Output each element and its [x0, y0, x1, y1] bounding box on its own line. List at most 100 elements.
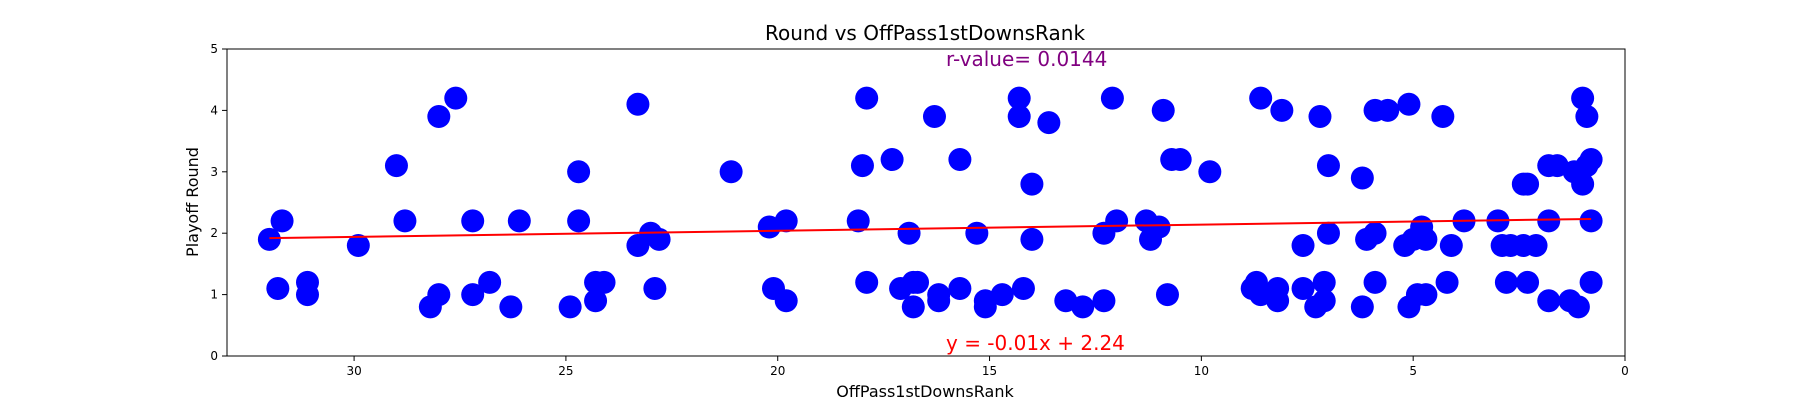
data-point	[1020, 172, 1044, 196]
data-point	[927, 289, 951, 313]
data-point	[1494, 270, 1518, 294]
y-tick-label: 2	[210, 226, 218, 240]
data-point	[1007, 86, 1031, 110]
data-point	[922, 105, 946, 129]
data-point	[1435, 270, 1459, 294]
data-point	[1571, 86, 1595, 110]
data-point	[897, 221, 921, 245]
data-point	[1579, 209, 1603, 233]
points-layer	[257, 86, 1603, 319]
data-point	[592, 270, 616, 294]
data-point	[461, 283, 485, 307]
data-point	[855, 86, 879, 110]
data-point	[1363, 221, 1387, 245]
data-point	[1312, 289, 1336, 313]
data-point	[1291, 233, 1315, 257]
data-point	[774, 289, 798, 313]
data-point	[1579, 270, 1603, 294]
data-point	[444, 86, 468, 110]
data-point	[1147, 215, 1171, 239]
data-point	[1105, 209, 1129, 233]
data-point	[1092, 289, 1116, 313]
data-point	[1316, 154, 1340, 178]
data-point	[626, 92, 650, 116]
data-point	[774, 209, 798, 233]
data-point	[1350, 295, 1374, 319]
data-point	[1566, 295, 1590, 319]
data-point	[1363, 270, 1387, 294]
x-tick-label: 25	[558, 364, 573, 378]
data-point	[1071, 295, 1095, 319]
x-tick-label: 10	[1194, 364, 1209, 378]
data-point	[1439, 233, 1463, 257]
x-tick-label: 15	[982, 364, 997, 378]
data-point	[1155, 283, 1179, 307]
data-point	[1376, 98, 1400, 122]
y-tick-label: 0	[210, 349, 218, 363]
regression-line	[269, 217, 1592, 240]
data-point	[846, 209, 870, 233]
chart-title: Round vs OffPass1stDownsRank	[765, 21, 1085, 45]
data-point	[719, 160, 743, 184]
data-point	[990, 283, 1014, 307]
data-point	[906, 270, 930, 294]
data-point	[1316, 221, 1340, 245]
data-point	[948, 276, 972, 300]
x-axis-ticks: 30 25 20 15 10 5 0	[346, 356, 1629, 378]
data-point	[567, 160, 591, 184]
data-point	[584, 289, 608, 313]
data-point	[1537, 289, 1561, 313]
data-point	[295, 283, 319, 307]
data-point	[1575, 105, 1599, 129]
data-point	[1350, 166, 1374, 190]
x-tick-label: 20	[770, 364, 785, 378]
data-point	[567, 209, 591, 233]
y-axis-ticks: 0 1 2 3 4 5	[210, 42, 227, 363]
data-point	[270, 209, 294, 233]
fit-layer	[269, 217, 1592, 240]
data-point	[1414, 227, 1438, 251]
data-point	[855, 270, 879, 294]
r-value-annotation: r-value= 0.0144	[946, 47, 1107, 71]
data-point	[1516, 172, 1540, 196]
data-point	[257, 227, 281, 251]
x-tick-label: 0	[1621, 364, 1629, 378]
data-point	[973, 295, 997, 319]
data-point	[1414, 283, 1438, 307]
data-point	[1168, 148, 1192, 172]
data-point	[384, 154, 408, 178]
data-point	[1007, 105, 1031, 129]
data-point	[901, 295, 925, 319]
x-axis-label: OffPass1stDownsRank	[836, 382, 1014, 400]
data-point	[461, 209, 485, 233]
data-point	[427, 105, 451, 129]
data-point	[1571, 172, 1595, 196]
data-point	[880, 148, 904, 172]
y-tick-label: 3	[210, 165, 218, 179]
data-point	[1291, 276, 1315, 300]
data-point	[965, 221, 989, 245]
data-point	[478, 270, 502, 294]
x-tick-label: 30	[346, 364, 361, 378]
fit-equation-annotation: y = -0.01x + 2.24	[946, 331, 1125, 355]
y-tick-label: 1	[210, 288, 218, 302]
y-axis-label: Playoff Round	[183, 147, 202, 257]
plot-frame	[226, 48, 1626, 357]
data-point	[647, 227, 671, 251]
data-point	[1524, 233, 1548, 257]
data-point	[1516, 270, 1540, 294]
data-point	[558, 295, 582, 319]
data-point	[1198, 160, 1222, 184]
data-point	[499, 295, 523, 319]
data-point	[393, 209, 417, 233]
data-point	[1266, 289, 1290, 313]
data-point	[1579, 148, 1603, 172]
data-point	[1270, 98, 1294, 122]
x-tick-label: 5	[1409, 364, 1417, 378]
data-point	[1011, 276, 1035, 300]
y-tick-label: 5	[210, 42, 218, 56]
data-point	[1020, 227, 1044, 251]
data-point	[1397, 92, 1421, 116]
